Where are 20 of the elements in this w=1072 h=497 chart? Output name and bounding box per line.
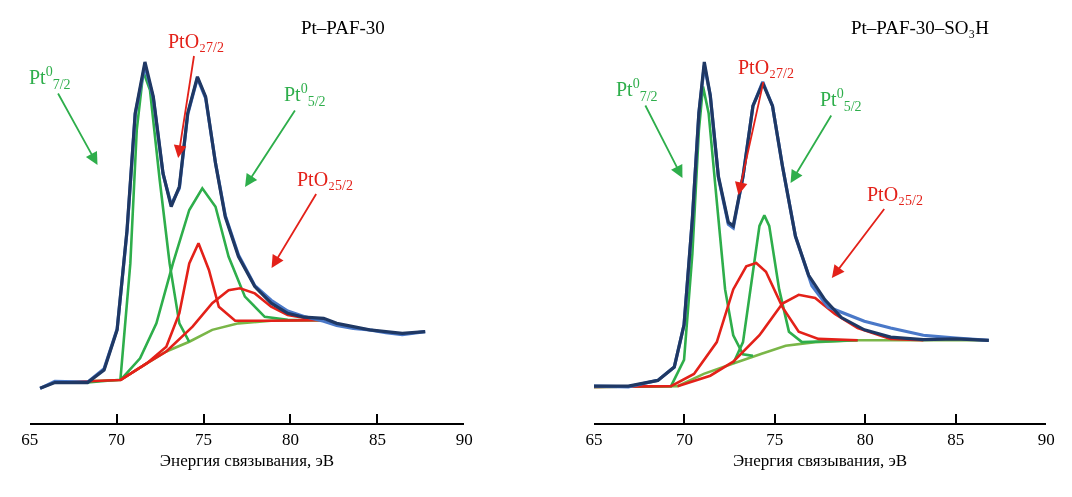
x-tick-label: 80: [281, 430, 299, 450]
annotation: PtO₂$_{7/2}$: [738, 56, 794, 82]
x-tick-label: 65: [585, 430, 603, 450]
x-tick-label: 85: [368, 430, 386, 450]
x-tick-label: 90: [455, 430, 473, 450]
x-axis-title: Энергия связывания, эВ: [159, 451, 335, 471]
x-tick-label: 80: [856, 430, 874, 450]
chart-title: Pt–PAF-30–SO₃H: [851, 17, 990, 38]
x-tick-label: 90: [1037, 430, 1055, 450]
x-tick-label: 65: [21, 430, 39, 450]
x-tick-label: 75: [766, 430, 784, 450]
chart-title: Pt–PAF-30: [301, 17, 385, 38]
x-tick-label: 70: [675, 430, 693, 450]
x-tick-label: 70: [108, 430, 126, 450]
text: PtO₂$_{7/2}$: [168, 30, 224, 56]
annotation: PtO₂$_{5/2}$: [867, 183, 923, 209]
x-axis-title: Энергия связывания, эВ: [732, 451, 908, 471]
x-tick-label: 85: [947, 430, 965, 450]
x-tick-label: 75: [195, 430, 213, 450]
annotation: PtO₂$_{5/2}$: [297, 168, 353, 194]
